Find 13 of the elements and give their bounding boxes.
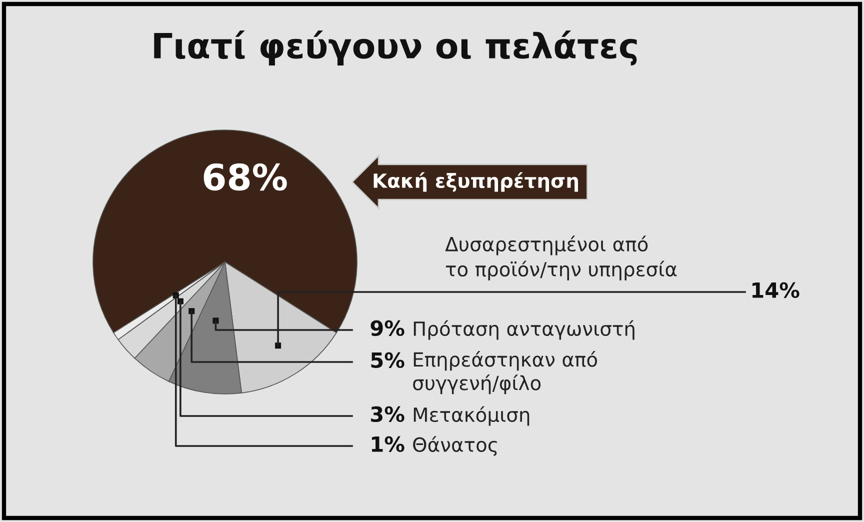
slice-label: Μετακόμιση [414, 406, 530, 426]
data-label: 14% [752, 282, 800, 298]
slice-label: Θάνατος [413, 436, 497, 456]
data-label: 3% [371, 406, 404, 422]
slice-label: Επηρεάστηκαν από συγγενή/φίλο [413, 351, 598, 394]
data-label: 9% [370, 320, 404, 336]
data-label: 1% [372, 436, 404, 452]
slice-label: Δυσαρεστημένοι από το προϊόν/την υπηρεσία [445, 236, 677, 280]
data-label: 5% [371, 352, 404, 368]
slice-label: Κακή εξυπηρέτηση [374, 172, 578, 192]
slice-label: Πρόταση ανταγωνιστή [414, 320, 634, 340]
data-label: 68% [204, 163, 287, 191]
chart-title: Γιατί φεύγουν οι πελάτες [154, 30, 637, 66]
